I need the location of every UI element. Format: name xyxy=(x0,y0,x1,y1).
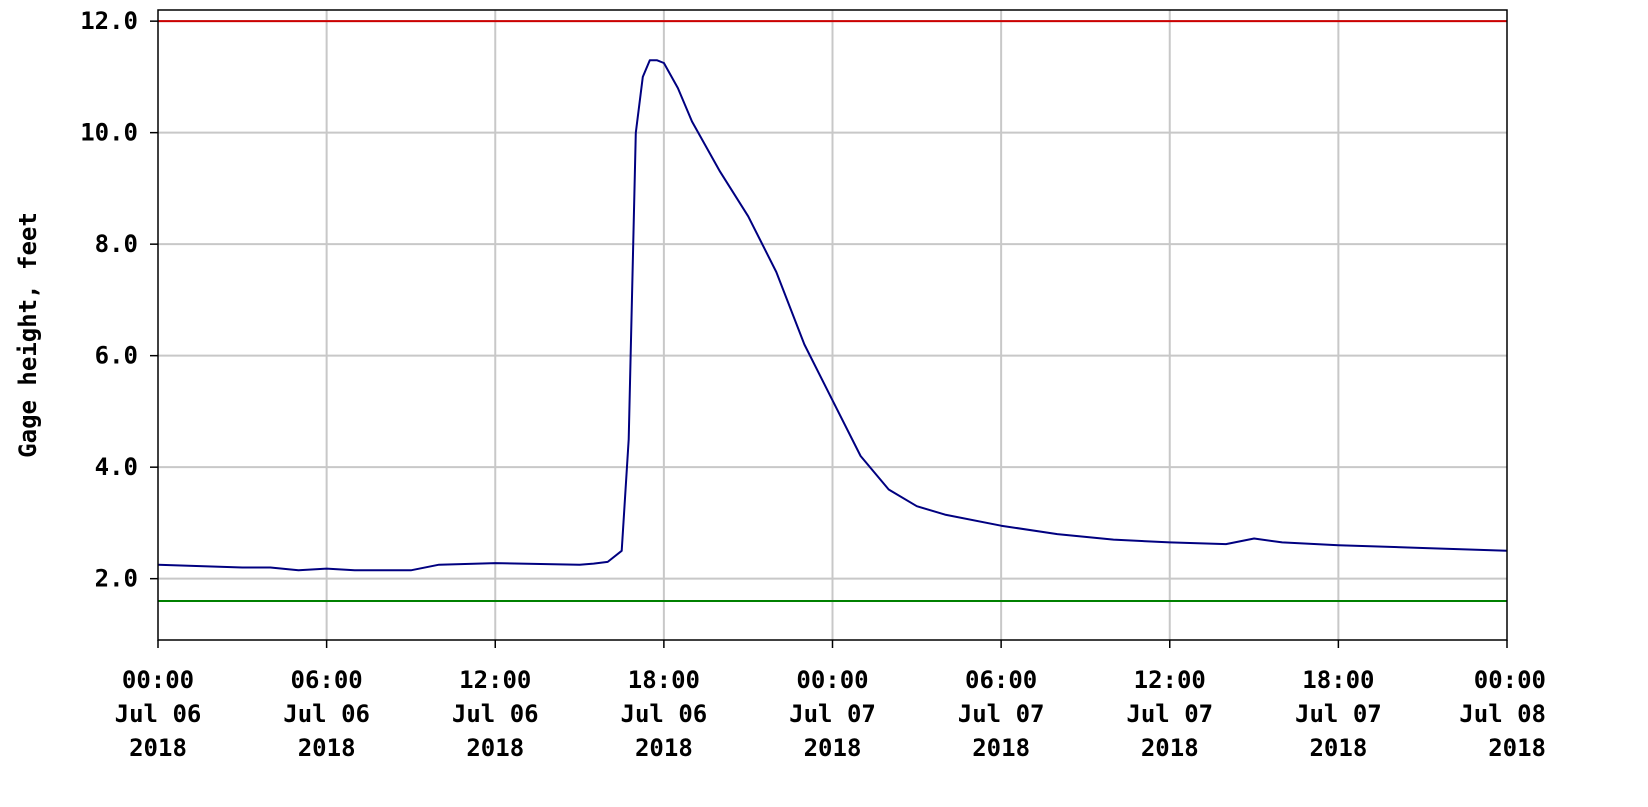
y-tick-label: 4.0 xyxy=(95,453,138,481)
y-tick-label: 8.0 xyxy=(95,230,138,258)
x-tick-time-label: 18:00 xyxy=(1302,666,1374,694)
x-tick-year-label: 2018 xyxy=(1309,734,1367,762)
y-tick-label: 2.0 xyxy=(95,565,138,593)
x-tick-date-label: Jul 07 xyxy=(958,700,1045,728)
x-tick-date-label: Jul 07 xyxy=(789,700,876,728)
x-tick-year-label: 2018 xyxy=(298,734,356,762)
x-tick-time-label: 18:00 xyxy=(628,666,700,694)
x-tick-time-label: 12:00 xyxy=(459,666,531,694)
x-tick-date-label: Jul 08 xyxy=(1459,700,1546,728)
x-tick-time-label: 12:00 xyxy=(1134,666,1206,694)
x-tick-time-label: 00:00 xyxy=(1474,666,1546,694)
x-tick-year-label: 2018 xyxy=(466,734,524,762)
x-tick-date-label: Jul 06 xyxy=(115,700,202,728)
y-axis-ticks: 2.0 4.0 6.0 8.0 10.0 12.0 xyxy=(80,7,158,593)
y-tick-label: 10.0 xyxy=(80,119,138,147)
x-tick-date-label: Jul 06 xyxy=(621,700,708,728)
x-tick-year-label: 2018 xyxy=(972,734,1030,762)
reference-lines xyxy=(158,20,1507,602)
x-tick-time-label: 00:00 xyxy=(796,666,868,694)
y-axis-label: Gage height, feet xyxy=(14,212,42,458)
x-axis-ticks: 00:00 Jul 06 2018 06:00 Jul 06 2018 12:00 Jul 0… xyxy=(115,640,1546,762)
y-tick-label: 12.0 xyxy=(80,7,138,35)
x-tick-date-label: Jul 07 xyxy=(1295,700,1382,728)
x-tick-year-label: 2018 xyxy=(1141,734,1199,762)
x-tick-year-label: 2018 xyxy=(1488,734,1546,762)
y-tick-label: 6.0 xyxy=(95,342,138,370)
x-tick-date-label: Jul 06 xyxy=(452,700,539,728)
x-tick-time-label: 00:00 xyxy=(122,666,194,694)
x-tick-date-label: Jul 07 xyxy=(1126,700,1213,728)
data-series xyxy=(157,59,1508,572)
x-tick-year-label: 2018 xyxy=(804,734,862,762)
x-tick-date-label: Jul 06 xyxy=(283,700,370,728)
x-tick-year-label: 2018 xyxy=(635,734,693,762)
grid-lines xyxy=(158,10,1507,640)
x-tick-year-label: 2018 xyxy=(129,734,187,762)
x-tick-time-label: 06:00 xyxy=(291,666,363,694)
x-tick-time-label: 06:00 xyxy=(965,666,1037,694)
series-line xyxy=(157,59,1508,572)
